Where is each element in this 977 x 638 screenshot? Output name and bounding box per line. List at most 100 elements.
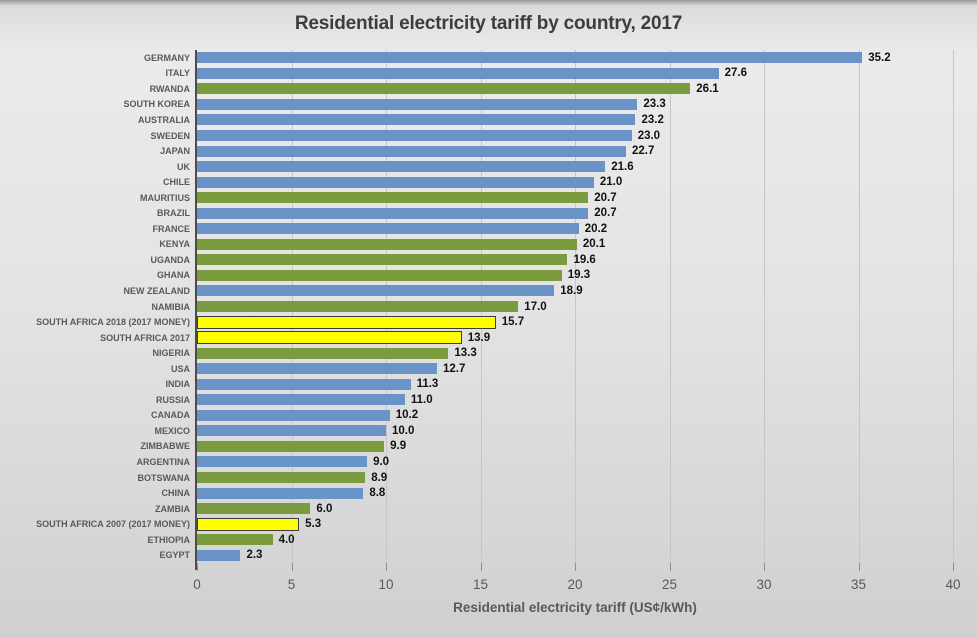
table-row: EGYPT 2.3: [0, 548, 953, 564]
value-label: 9.0: [373, 455, 390, 468]
bar-cell: 4.0: [197, 532, 953, 548]
table-row: GERMANY 35.2: [0, 50, 953, 66]
category-label: ZAMBIA: [155, 503, 190, 514]
table-row: MEXICO 10.0: [0, 423, 953, 439]
value-label: 2.3: [246, 549, 263, 562]
value-label: 20.7: [594, 207, 617, 220]
bar-cell: 6.0: [197, 501, 953, 517]
value-label: 9.9: [390, 440, 407, 453]
value-label: 12.7: [443, 362, 466, 375]
category-label: GERMANY: [143, 52, 190, 63]
x-tick-label: 30: [756, 577, 772, 592]
bar-cell: 8.9: [197, 470, 953, 486]
category-label: CHILE: [163, 177, 190, 188]
category-label: JAPAN: [160, 146, 190, 157]
table-row: ARGENTINA 9.0: [0, 454, 953, 470]
bar-cell: 20.7: [197, 205, 953, 221]
category-label: USA: [170, 363, 190, 374]
value-label: 13.3: [454, 347, 477, 360]
x-axis: 0 5 10 15 20 25 30 35 40: [193, 563, 961, 603]
value-label: 11.0: [410, 393, 433, 406]
x-tick-mark: [291, 563, 293, 571]
category-label: ARGENTINA: [136, 456, 191, 467]
category-label: NEW ZEALAND: [123, 285, 191, 296]
value-label: 15.7: [501, 316, 525, 329]
value-label: 20.2: [584, 222, 608, 235]
table-row: KENYA 20.1: [0, 237, 953, 253]
category-label: ZIMBABWE: [140, 441, 191, 452]
table-row: MAURITIUS 20.7: [0, 190, 953, 206]
value-label: 19.3: [567, 269, 591, 282]
value-label: 8.9: [371, 471, 388, 484]
category-label: AUSTRALIA: [138, 114, 190, 125]
table-row: SOUTH KOREA 23.3: [0, 97, 953, 113]
category-label: SOUTH AFRICA 2007 (2017 MONEY): [36, 519, 190, 530]
bar: [197, 176, 594, 188]
category-label: SWEDEN: [150, 130, 190, 141]
x-tick-label: 10: [378, 577, 394, 592]
x-tick-label: 5: [287, 577, 296, 592]
bar-cell: 20.1: [197, 237, 953, 253]
gridline: [669, 50, 671, 563]
bar: [197, 161, 606, 173]
category-label: FRANCE: [152, 223, 191, 234]
bar: [197, 285, 555, 297]
bar-cell: 15.7: [197, 314, 953, 330]
category-label: NAMIBIA: [151, 301, 191, 312]
bar-cell: 13.9: [197, 330, 953, 346]
table-row: NAMIBIA 17.0: [0, 299, 953, 315]
bar: [197, 98, 638, 110]
table-row: ETHIOPIA 4.0: [0, 532, 953, 548]
x-tick-mark: [480, 563, 482, 571]
bar-cell: 10.2: [197, 408, 953, 424]
bar-cell: 26.1: [197, 81, 953, 97]
bar: [197, 207, 589, 219]
table-row: UK 21.6: [0, 159, 953, 175]
category-label: CHINA: [161, 488, 191, 499]
category-label: INDIA: [165, 379, 191, 390]
bar: [197, 347, 449, 359]
bar-cell: 12.7: [197, 361, 953, 377]
y-axis-line: [195, 50, 197, 570]
table-row: RUSSIA 11.0: [0, 392, 953, 408]
value-label: 20.1: [582, 238, 606, 251]
x-tick-mark: [858, 563, 860, 571]
bar-cell: 23.0: [197, 128, 953, 144]
bar-cell: 23.3: [197, 97, 953, 113]
x-tick-label: 0: [193, 577, 201, 592]
gridline: [575, 50, 576, 563]
bar: [197, 409, 390, 421]
category-label: UK: [177, 161, 190, 172]
bar: [197, 534, 273, 546]
table-row: GHANA 19.3: [0, 268, 953, 284]
table-row: CANADA 10.2: [0, 408, 953, 424]
table-row: ITALY 27.6: [0, 66, 953, 82]
bar-cell: 9.9: [197, 439, 953, 455]
category-label: BOTSWANA: [137, 472, 191, 483]
table-row: BOTSWANA 8.9: [0, 470, 953, 486]
chart-title: Residential electricity tariff by countr…: [294, 13, 683, 34]
table-row: SOUTH AFRICA 2017 13.9: [0, 330, 953, 346]
bar: [197, 456, 368, 468]
bar-cell: 20.2: [197, 221, 953, 237]
table-row: BRAZIL 20.7: [0, 205, 953, 221]
table-row: USA 12.7: [0, 361, 953, 377]
bar: [197, 517, 300, 531]
bar: [197, 269, 562, 281]
value-label: 23.3: [643, 98, 666, 111]
x-tick-mark: [197, 563, 198, 571]
gridline: [953, 50, 954, 563]
bar: [197, 331, 462, 345]
table-row: FRANCE 20.2: [0, 221, 953, 237]
table-row: JAPAN 22.7: [0, 143, 953, 159]
table-row: SOUTH AFRICA 2007 (2017 MONEY) 5.3: [0, 516, 953, 532]
category-label: ETHIOPIA: [147, 534, 190, 545]
value-label: 22.7: [632, 145, 655, 158]
category-label: MAURITIUS: [140, 192, 190, 203]
bar: [197, 503, 311, 515]
value-label: 20.7: [594, 191, 617, 204]
bar: [197, 363, 438, 375]
bar-cell: 22.7: [197, 143, 953, 159]
value-label: 18.9: [560, 284, 583, 297]
